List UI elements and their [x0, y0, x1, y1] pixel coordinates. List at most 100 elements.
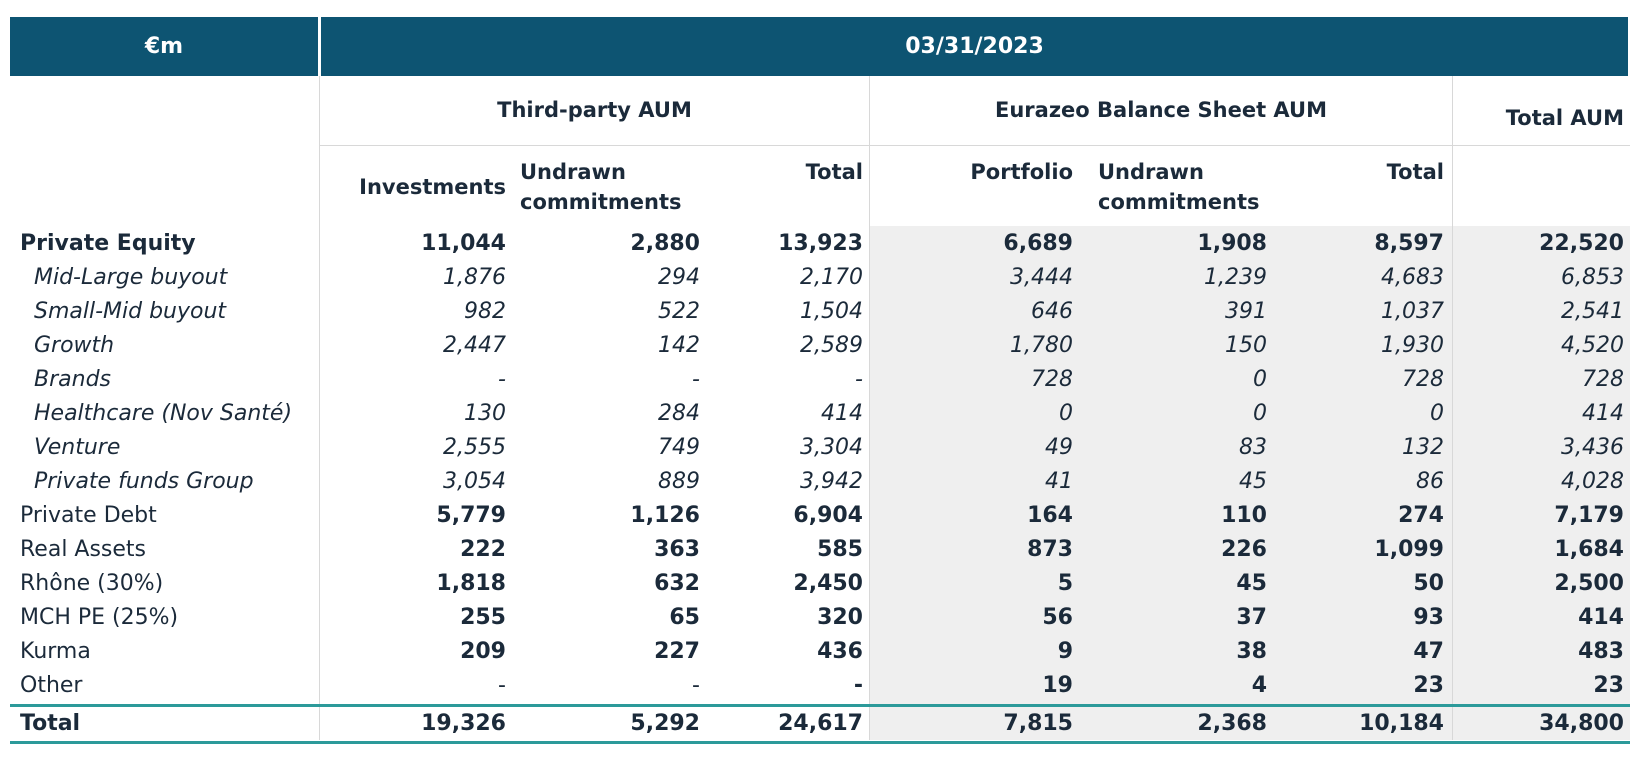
cell-portfolio: 164 [1027, 503, 1073, 528]
cell-undrawn-third-party: 5,292 [630, 711, 700, 736]
cell-undrawn-third-party: 889 [658, 469, 700, 494]
cell-investments: - [498, 367, 506, 392]
cell-total-third-party: 13,923 [778, 231, 863, 256]
row-label: Mid-Large buyout [34, 265, 228, 290]
cell-investments: 2,447 [443, 333, 506, 358]
group-total-aum: Total AUM [1505, 106, 1624, 130]
cell-investments: 1,818 [436, 571, 506, 596]
cell-investments: 982 [464, 299, 506, 324]
cell-portfolio: 728 [1031, 367, 1073, 392]
cell-portfolio: 19 [1042, 673, 1073, 698]
cell-undrawn-balance-sheet: 1,908 [1197, 231, 1267, 256]
row-label: MCH PE (25%) [20, 605, 179, 630]
table-row-kurma: Kurma 209 227 436 9 38 47 483 [0, 635, 1638, 669]
cell-undrawn-balance-sheet: 38 [1236, 639, 1267, 664]
row-label: Real Assets [20, 537, 147, 562]
cell-total-balance-sheet: 93 [1413, 605, 1444, 630]
cell-undrawn-third-party: 284 [658, 401, 700, 426]
col-total-third-party: Total [805, 160, 863, 184]
cell-total-third-party: - [853, 673, 863, 698]
cell-total-aum: 483 [1578, 639, 1624, 664]
cell-undrawn-third-party: - [692, 367, 700, 392]
cell-total-third-party: 585 [817, 537, 863, 562]
table-row-small-mid-buyout: Small-Mid buyout 982 522 1,504 646 391 1… [0, 295, 1638, 329]
cell-total-aum: 1,684 [1554, 537, 1624, 562]
cell-portfolio: 56 [1042, 605, 1073, 630]
row-label: Venture [34, 435, 121, 460]
group-header-rule [320, 145, 1452, 146]
col-portfolio: Portfolio [970, 160, 1073, 184]
cell-undrawn-balance-sheet: 150 [1225, 333, 1267, 358]
table-row-healthcare: Healthcare (Nov Santé) 130 284 414 0 0 0… [0, 397, 1638, 431]
cell-total-third-party: - [855, 367, 863, 392]
table-row-other: Other - - - 19 4 23 23 [0, 669, 1638, 703]
row-label: Brands [34, 367, 111, 392]
cell-total-balance-sheet: 86 [1416, 469, 1444, 494]
cell-undrawn-third-party: 1,126 [630, 503, 700, 528]
cell-undrawn-third-party: 363 [654, 537, 700, 562]
cell-investments: 19,326 [421, 711, 506, 736]
cell-total-third-party: 24,617 [778, 711, 863, 736]
cell-total-aum: 4,520 [1561, 333, 1624, 358]
cell-undrawn-balance-sheet: 4 [1251, 673, 1267, 698]
cell-total-balance-sheet: 1,099 [1374, 537, 1444, 562]
cell-investments: 1,876 [443, 265, 506, 290]
table-row-rhone: Rhône (30%) 1,818 632 2,450 5 45 50 2,50… [0, 567, 1638, 601]
cell-undrawn-balance-sheet: 1,239 [1204, 265, 1267, 290]
group-third-party: Third-party AUM [497, 98, 692, 122]
cell-portfolio: 1,780 [1010, 333, 1073, 358]
table-row-real-assets: Real Assets 222 363 585 873 226 1,099 1,… [0, 533, 1638, 567]
cell-portfolio: 873 [1027, 537, 1073, 562]
cell-undrawn-balance-sheet: 83 [1239, 435, 1267, 460]
cell-undrawn-balance-sheet: 2,368 [1197, 711, 1267, 736]
row-label: Small-Mid buyout [34, 299, 227, 324]
cell-undrawn-third-party: 749 [658, 435, 700, 460]
cell-undrawn-balance-sheet: 0 [1253, 401, 1267, 426]
table-row-venture: Venture 2,555 749 3,304 49 83 132 3,436 [0, 431, 1638, 465]
cell-total-third-party: 1,504 [800, 299, 863, 324]
cell-undrawn-balance-sheet: 37 [1236, 605, 1267, 630]
total-bottom-rule [10, 741, 1630, 744]
cell-total-third-party: 2,589 [800, 333, 863, 358]
group-header-rule-total [1453, 145, 1630, 146]
col-total-balance-sheet: Total [1386, 160, 1444, 184]
cell-total-aum: 22,520 [1539, 231, 1624, 256]
cell-undrawn-third-party: 522 [658, 299, 700, 324]
row-label: Private Equity [20, 231, 196, 256]
cell-portfolio: 3,444 [1010, 265, 1073, 290]
cell-total-aum: 2,500 [1554, 571, 1624, 596]
cell-portfolio: 5 [1057, 571, 1073, 596]
cell-total-balance-sheet: 0 [1430, 401, 1444, 426]
cell-total-aum: 7,179 [1554, 503, 1624, 528]
cell-portfolio: 7,815 [1003, 711, 1073, 736]
cell-total-third-party: 3,304 [800, 435, 863, 460]
cell-portfolio: 49 [1045, 435, 1073, 460]
unit-header: €m [10, 17, 318, 76]
cell-undrawn-third-party: 227 [654, 639, 700, 664]
cell-total-third-party: 2,170 [800, 265, 863, 290]
cell-investments: 130 [464, 401, 506, 426]
table-row-growth: Growth 2,447 142 2,589 1,780 150 1,930 4… [0, 329, 1638, 363]
cell-total-aum: 2,541 [1561, 299, 1624, 324]
cell-total-third-party: 414 [821, 401, 863, 426]
cell-portfolio: 0 [1059, 401, 1073, 426]
cell-undrawn-balance-sheet: 45 [1239, 469, 1267, 494]
cell-portfolio: 9 [1057, 639, 1073, 664]
group-balance-sheet: Eurazeo Balance Sheet AUM [995, 98, 1327, 122]
cell-total-aum: 3,436 [1561, 435, 1624, 460]
table-row-private-debt: Private Debt 5,779 1,126 6,904 164 110 2… [0, 499, 1638, 533]
cell-undrawn-balance-sheet: 45 [1236, 571, 1267, 596]
cell-total-aum: 414 [1578, 605, 1624, 630]
cell-total-balance-sheet: 1,930 [1381, 333, 1444, 358]
row-label: Rhône (30%) [20, 571, 164, 596]
cell-total-aum: 23 [1593, 673, 1624, 698]
cell-total-third-party: 2,450 [793, 571, 863, 596]
divider-label-column [319, 76, 320, 740]
cell-investments: 222 [460, 537, 506, 562]
total-top-rule [10, 704, 1630, 707]
cell-total-balance-sheet: 47 [1413, 639, 1444, 664]
cell-investments: 255 [460, 605, 506, 630]
cell-total-aum: 728 [1582, 367, 1624, 392]
cell-undrawn-third-party: 294 [658, 265, 700, 290]
table-row-private-funds-group: Private funds Group 3,054 889 3,942 41 4… [0, 465, 1638, 499]
